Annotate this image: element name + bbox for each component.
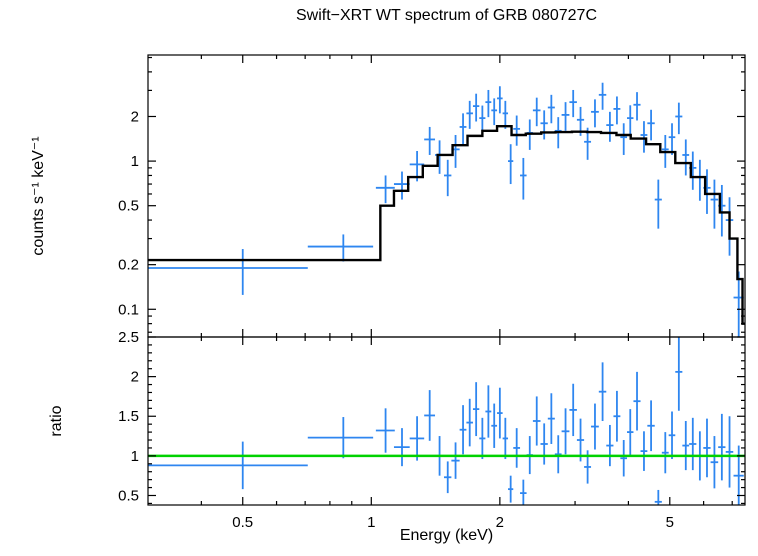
tick-label: 2 [131, 108, 139, 125]
tick-label: 0.1 [118, 301, 139, 318]
model-step-line [148, 124, 745, 325]
tick-label: 0.2 [118, 257, 139, 274]
axes [147, 54, 746, 506]
tick-label: 1 [131, 153, 139, 170]
tick-label: 1 [367, 514, 375, 531]
tick-label: 0.5 [118, 198, 139, 215]
tick-label: 2 [131, 369, 139, 386]
spectrum-data-points [148, 82, 745, 337]
tick-label: 1.5 [118, 408, 139, 425]
tick-label: 0.5 [232, 514, 253, 531]
tick-label: 0.5 [118, 487, 139, 504]
chart-title: Swift−XRT WT spectrum of GRB 080727C [295, 7, 597, 24]
tick-label: 5 [666, 514, 674, 531]
tick-label: 1 [131, 448, 139, 465]
tick-label: 2 [496, 514, 504, 531]
ratio-data-points [148, 337, 745, 505]
tick-label: 2.5 [118, 329, 139, 346]
tick-labels: 0.5 1 2 5 0.1 0.2 0.5 1 2 0.5 1 1.5 2 2.5 [118, 108, 674, 531]
x-axis-label: Energy (keV) [399, 527, 494, 544]
